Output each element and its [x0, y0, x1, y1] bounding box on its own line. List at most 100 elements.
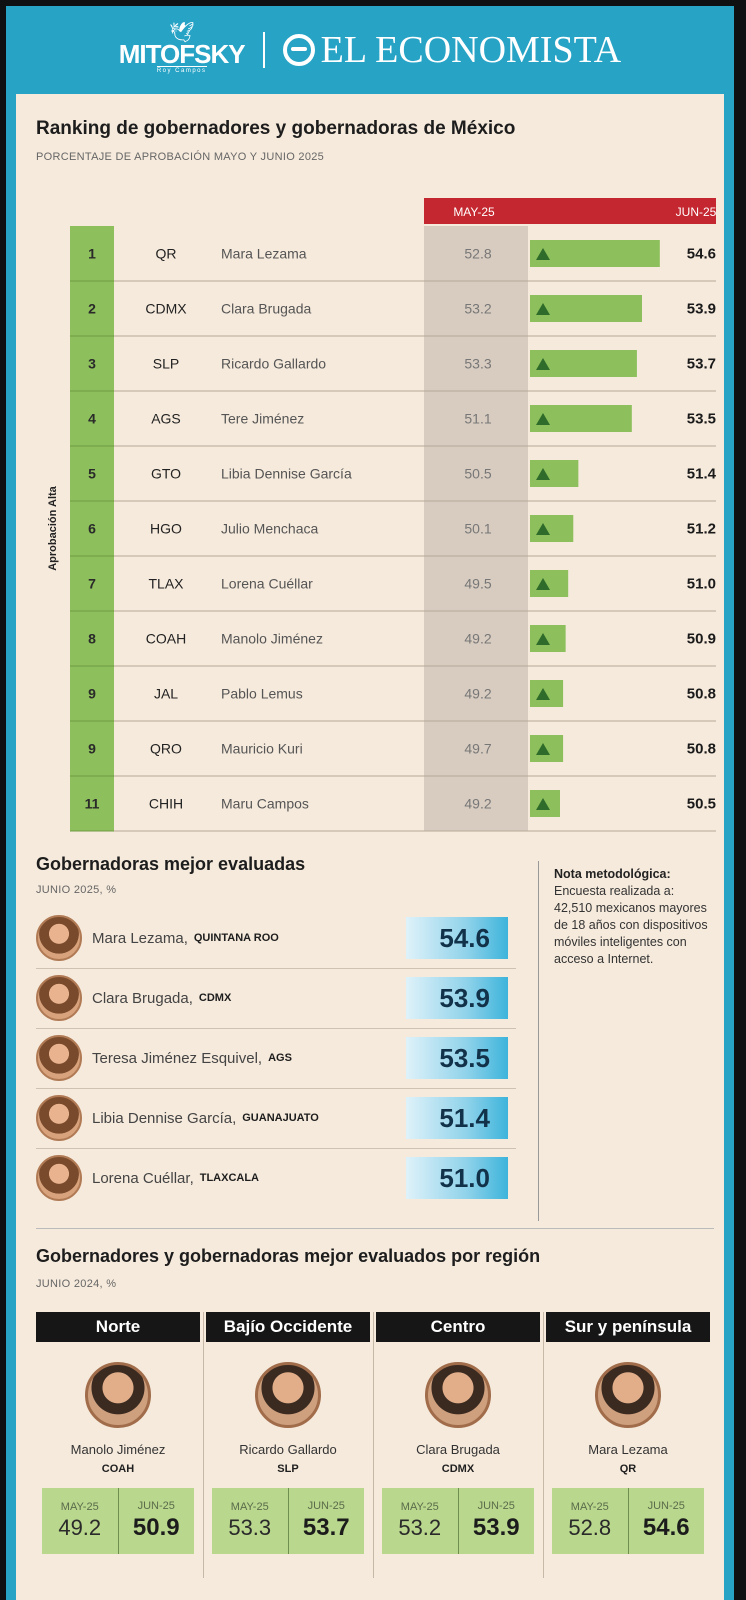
jun-value-cell: 51.2	[687, 521, 716, 538]
region-header: Centro	[376, 1312, 540, 1342]
region-score-box: MAY-25 52.8 JUN-25 54.6	[552, 1488, 704, 1554]
governor-name-cell: Tere Jiménez	[221, 411, 304, 427]
column-header-may: MAY-25	[453, 205, 495, 219]
region-may-cell: MAY-25 49.2	[42, 1488, 118, 1554]
region-header: Sur y península	[546, 1312, 710, 1342]
governor-name-cell: Libia Dennise García	[221, 466, 352, 482]
region-governor-state: SLP	[277, 1463, 299, 1475]
nota-title: Nota metodológica:	[554, 867, 671, 881]
region-divider	[373, 1312, 374, 1578]
rank-column-band	[70, 226, 114, 831]
gobernadora-row: Mara Lezama, QUINTANA ROO 54.6	[36, 910, 516, 966]
side-label: Aprobación Alta	[47, 485, 59, 570]
up-arrow-icon	[536, 743, 550, 755]
rank-cell: 8	[88, 631, 96, 647]
avatar	[36, 975, 82, 1021]
region-header: Norte	[36, 1312, 200, 1342]
region-column: Sur y península Mara Lezama QR MAY-25 52.8 JU…	[546, 1312, 710, 1578]
may-value-cell: 49.2	[464, 796, 491, 812]
el-economista-logo-text: EL ECONOMISTA	[320, 29, 622, 71]
governor-name-cell: Pablo Lemus	[221, 686, 303, 702]
nota-divider	[538, 861, 539, 1221]
gobernadora-name: Teresa Jiménez Esquivel,	[92, 1049, 263, 1067]
rank-cell: 9	[88, 686, 96, 702]
region-jun-label: JUN-25	[477, 1500, 515, 1512]
gobernadora-name: Mara Lezama,	[92, 929, 188, 947]
may-value-cell: 53.2	[464, 301, 491, 317]
avatar	[595, 1362, 661, 1428]
may-value-cell: 51.1	[464, 411, 491, 427]
region-title: Gobernadores y gobernadoras mejor evalua…	[36, 1246, 541, 1266]
state-cell: QRO	[150, 741, 182, 757]
region-jun-cell: JUN-25 54.6	[627, 1488, 705, 1554]
governor-name-cell: Ricardo Gallardo	[221, 356, 326, 372]
jun-bar	[530, 570, 569, 597]
ranking-subtitle: PORCENTAJE DE APROBACIÓN MAYO Y JUNIO 20…	[36, 151, 325, 163]
column-header-jun: JUN-25	[676, 205, 717, 219]
header-banner: 🕊 MITOFSKY Roy Campos EL ECONOMISTA	[16, 6, 724, 94]
gobernadora-state: GUANAJUATO	[242, 1112, 319, 1124]
bird-icon: 🕊	[169, 22, 195, 44]
up-arrow-icon	[536, 633, 550, 645]
gobernadora-state: CDMX	[198, 992, 232, 1004]
state-cell: AGS	[151, 411, 181, 427]
region-jun-cell: JUN-25 53.7	[287, 1488, 365, 1554]
gobernadora-name: Lorena Cuéllar,	[92, 1169, 194, 1187]
jun-value-cell: 51.0	[687, 576, 716, 593]
gobernadora-state: TLAXCALA	[199, 1172, 260, 1184]
region-may-cell: MAY-25 52.8	[552, 1488, 628, 1554]
jun-value-cell: 54.6	[687, 246, 716, 263]
rank-cell: 4	[88, 411, 96, 427]
jun-bar	[530, 240, 660, 267]
region-jun-cell: JUN-25 53.9	[457, 1488, 535, 1554]
gobernadora-score: 51.4	[406, 1097, 508, 1139]
up-arrow-icon	[536, 578, 550, 590]
state-cell: SLP	[153, 356, 179, 372]
may-value-cell: 49.7	[464, 741, 491, 757]
region-jun-value: 54.6	[642, 1514, 690, 1541]
gobernadora-divider	[36, 1028, 516, 1029]
jun-bar	[530, 350, 637, 377]
may-column-band	[424, 226, 528, 831]
gobernadora-name: Clara Brugada,	[92, 989, 193, 1007]
region-jun-value: 50.9	[132, 1514, 180, 1541]
jun-bar	[530, 295, 642, 322]
governor-name-cell: Maru Campos	[221, 796, 309, 812]
region-may-label: MAY-25	[230, 1501, 269, 1513]
jun-value-cell: 53.5	[687, 411, 716, 428]
region-may-value: 53.2	[398, 1515, 442, 1540]
state-cell: GTO	[151, 466, 181, 482]
jun-bar	[530, 515, 574, 542]
region-subtitle: JUNIO 2024, %	[36, 1278, 117, 1290]
infographic-page: 🕊 MITOFSKY Roy Campos EL ECONOMISTA Rank…	[6, 6, 734, 1600]
region-may-label: MAY-25	[60, 1501, 99, 1513]
state-cell: HGO	[150, 521, 182, 537]
region-may-value: 53.3	[228, 1515, 272, 1540]
region-header: Bajío Occidente	[206, 1312, 370, 1342]
region-may-cell: MAY-25 53.2	[382, 1488, 458, 1554]
gobernadora-score: 53.5	[406, 1037, 508, 1079]
jun-value-cell: 51.4	[687, 466, 717, 483]
region-jun-cell: JUN-25 50.9	[117, 1488, 195, 1554]
rank-cell: 11	[85, 796, 100, 812]
may-value-cell: 50.1	[464, 521, 491, 537]
gobernadora-score: 53.9	[406, 977, 508, 1019]
gobernadora-row: Teresa Jiménez Esquivel, AGS 53.5	[36, 1030, 516, 1086]
region-jun-label: JUN-25	[647, 1500, 685, 1512]
el-economista-logo: EL ECONOMISTA	[282, 28, 622, 72]
state-cell: TLAX	[148, 576, 184, 592]
region-divider	[203, 1312, 204, 1578]
may-value-cell: 50.5	[464, 466, 491, 482]
region-jun-label: JUN-25	[137, 1500, 175, 1512]
section-divider	[36, 1228, 714, 1229]
avatar	[255, 1362, 321, 1428]
jun-value-cell: 53.7	[687, 356, 716, 373]
state-cell: JAL	[154, 686, 178, 702]
region-governor-state: COAH	[101, 1463, 135, 1475]
gobernadora-divider	[36, 1148, 516, 1149]
region-may-label: MAY-25	[570, 1501, 609, 1513]
region-score-box: MAY-25 53.2 JUN-25 53.9	[382, 1488, 534, 1554]
up-arrow-icon	[536, 413, 550, 425]
region-governor-name: Ricardo Gallardo	[239, 1442, 337, 1457]
up-arrow-icon	[536, 523, 550, 535]
